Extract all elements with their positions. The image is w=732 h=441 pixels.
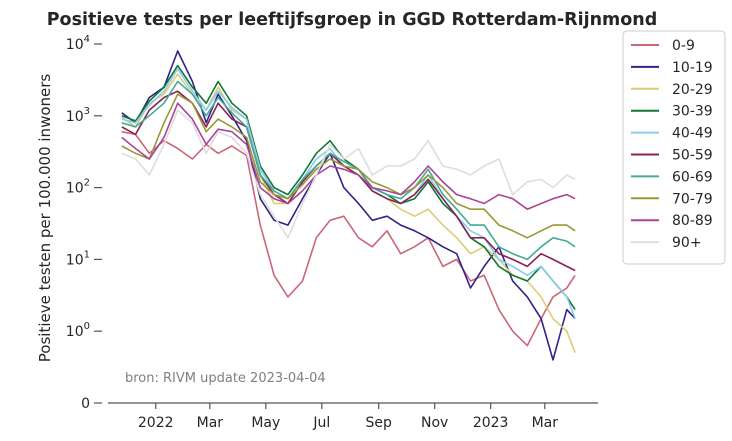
legend-label-9: 90+	[672, 235, 702, 251]
x-tick-label-1: Mar	[197, 415, 224, 431]
legend-label-2: 20-29	[672, 82, 713, 98]
legend-label-7: 70-79	[672, 191, 713, 207]
x-tick-label-0: 2022	[138, 415, 174, 431]
legend-label-1: 10-19	[672, 60, 713, 76]
x-tick-label-6: 2023	[473, 415, 509, 431]
series-line-6	[121, 80, 576, 261]
series-line-1	[121, 50, 576, 361]
plot-lines	[121, 50, 576, 361]
source-note: bron: RIVM update 2023-04-04	[125, 371, 326, 386]
chart-title: Positieve tests per leeftijfsgroep in GG…	[47, 10, 658, 30]
y-tick-label-4: 103	[66, 106, 90, 125]
legend-label-5: 50-59	[672, 148, 713, 164]
series-line-3	[121, 64, 576, 311]
legend-label-6: 60-69	[672, 169, 713, 185]
axes: 2022 Mar May Jul Sep Nov 2023 Mar 0 100 101 102 103 1…	[66, 34, 598, 431]
legend: 0-9 10-19 20-29 30-39 40-49 50-59 60-69 70-79 80…	[622, 30, 726, 265]
y-tick-label-2: 101	[66, 249, 90, 268]
legend-label-0: 0-9	[672, 38, 695, 54]
x-tick-label-7: Mar	[532, 415, 559, 431]
series-line-0	[121, 130, 576, 347]
legend-label-8: 80-89	[672, 213, 713, 229]
series-line-8	[121, 102, 576, 210]
legend-label-3: 30-39	[672, 104, 713, 120]
y-tick-label-0: 0	[81, 396, 90, 412]
x-tick-label-5: Nov	[421, 415, 448, 431]
y-tick-label-1: 100	[66, 321, 90, 340]
x-tick-label-3: Jul	[312, 415, 330, 431]
y-axis-label: Positieve testen per 100.000 inwoners	[36, 74, 54, 363]
series-line-7	[121, 93, 576, 239]
legend-label-4: 40-49	[672, 126, 713, 142]
series-line-9	[121, 109, 576, 239]
series-line-5	[121, 90, 576, 272]
x-tick-label-2: May	[251, 415, 280, 431]
y-tick-label-5: 104	[66, 34, 90, 53]
y-tick-label-3: 102	[66, 178, 90, 197]
x-tick-label-4: Sep	[365, 415, 392, 431]
